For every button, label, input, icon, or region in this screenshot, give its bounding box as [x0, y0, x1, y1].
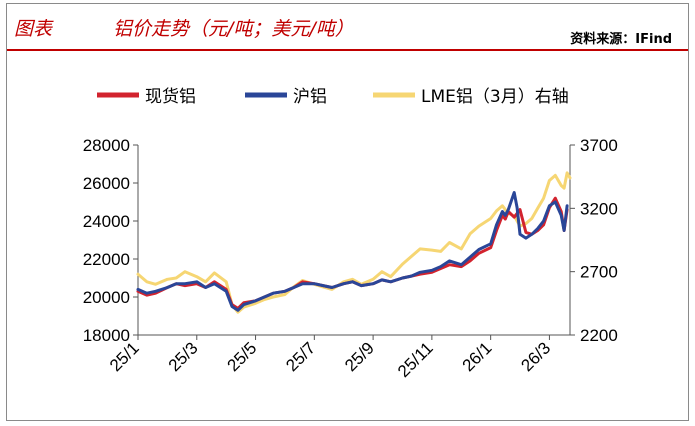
x-tick-label: 25/9 — [341, 338, 378, 375]
line-chart: 现货铝 沪铝 LME铝（3月）右轴 18000 20000 22000 24000 26… — [83, 87, 618, 381]
y-left-tick-label: 22000 — [83, 250, 130, 269]
y-right-tick-label: 2700 — [580, 263, 618, 282]
y-left-tick-label: 24000 — [83, 212, 130, 231]
chart-figure: 图表 铝价走势（元/吨；美元/吨） 资料来源：IFind 现货铝 沪铝 LME铝… — [6, 3, 689, 421]
axes: 18000 20000 22000 24000 26000 28000 2200 2700 32… — [83, 136, 618, 381]
y-left-tick-label: 28000 — [83, 136, 130, 155]
x-tick-label: 26/1 — [459, 338, 496, 375]
y-right-tick-label: 3700 — [580, 136, 618, 155]
y-right-tick-label: 2200 — [580, 326, 618, 345]
series-lines — [136, 171, 572, 314]
y-left-tick-label: 20000 — [83, 288, 130, 307]
source-note: 资料来源：IFind — [570, 32, 672, 47]
series-line-shfe — [136, 191, 569, 312]
legend-label-lme: LME铝（3月）右轴 — [421, 87, 569, 107]
legend-label-spot: 现货铝 — [145, 87, 196, 107]
y-right-tick-label: 3200 — [580, 199, 618, 218]
series-line-spot — [136, 196, 569, 310]
chart-title: 铝价走势（元/吨；美元/吨） — [113, 18, 354, 40]
series-line-lme — [136, 171, 572, 314]
header-divider — [7, 49, 688, 51]
x-tick-label: 25/7 — [282, 338, 319, 375]
legend-label-shfe: 沪铝 — [293, 87, 327, 107]
x-tick-label: 25/5 — [224, 338, 261, 375]
x-tick-label: 25/3 — [165, 338, 202, 375]
x-tick-label: 26/3 — [517, 338, 554, 375]
legend: 现货铝 沪铝 LME铝（3月）右轴 — [97, 87, 569, 107]
figure-label: 图表 — [14, 18, 53, 40]
y-left-tick-label: 18000 — [83, 326, 130, 345]
y-left-tick-label: 26000 — [83, 174, 130, 193]
figure-header: 图表 铝价走势（元/吨；美元/吨） 资料来源：IFind — [7, 4, 688, 48]
x-tick-label: 25/11 — [394, 338, 437, 381]
